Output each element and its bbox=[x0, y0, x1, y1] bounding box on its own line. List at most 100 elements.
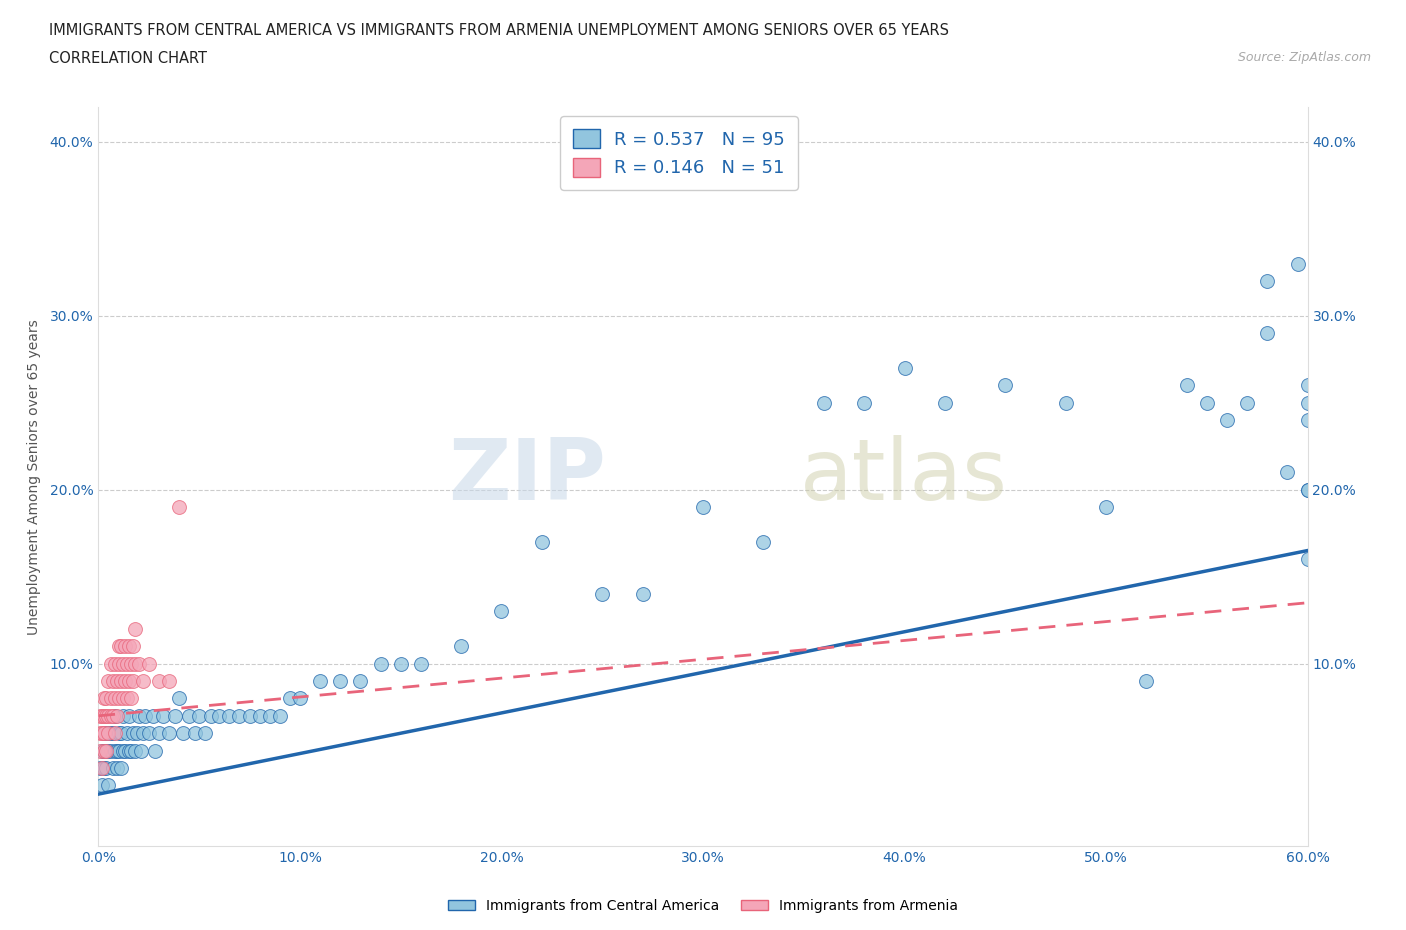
Point bbox=[93, 761, 115, 776]
Point bbox=[349, 673, 371, 688]
Point bbox=[121, 673, 143, 688]
Point bbox=[103, 691, 125, 706]
Point bbox=[107, 725, 129, 740]
Point bbox=[107, 657, 129, 671]
Legend: Immigrants from Central America, Immigrants from Armenia: Immigrants from Central America, Immigra… bbox=[441, 894, 965, 919]
Point bbox=[1296, 483, 1319, 498]
Point bbox=[1256, 273, 1278, 288]
Point bbox=[239, 709, 262, 724]
Point bbox=[152, 709, 174, 724]
Point bbox=[101, 761, 124, 776]
Point bbox=[692, 499, 714, 514]
Point bbox=[752, 535, 775, 550]
Point bbox=[96, 743, 118, 758]
Point bbox=[91, 778, 114, 793]
Point bbox=[167, 499, 190, 514]
Point bbox=[1135, 673, 1157, 688]
Point bbox=[89, 743, 111, 758]
Point bbox=[111, 709, 134, 724]
Text: Source: ZipAtlas.com: Source: ZipAtlas.com bbox=[1237, 51, 1371, 64]
Point bbox=[188, 709, 211, 724]
Point bbox=[1095, 499, 1118, 514]
Point bbox=[120, 691, 142, 706]
Point bbox=[179, 709, 201, 724]
Point bbox=[93, 709, 115, 724]
Point bbox=[96, 709, 118, 724]
Text: CORRELATION CHART: CORRELATION CHART bbox=[49, 51, 207, 66]
Point bbox=[1296, 413, 1319, 428]
Point bbox=[103, 709, 125, 724]
Point bbox=[105, 743, 128, 758]
Point bbox=[157, 725, 180, 740]
Point bbox=[128, 657, 150, 671]
Point bbox=[115, 725, 138, 740]
Point bbox=[105, 709, 128, 724]
Point bbox=[128, 709, 150, 724]
Point bbox=[138, 657, 160, 671]
Point bbox=[259, 709, 281, 724]
Point bbox=[228, 709, 250, 724]
Point bbox=[370, 657, 392, 671]
Point bbox=[148, 673, 170, 688]
Text: ZIP: ZIP bbox=[449, 435, 606, 518]
Point bbox=[101, 673, 124, 688]
Point bbox=[200, 709, 222, 724]
Point bbox=[409, 657, 432, 671]
Point bbox=[101, 725, 124, 740]
Point bbox=[93, 691, 115, 706]
Point bbox=[157, 673, 180, 688]
Point bbox=[329, 673, 352, 688]
Point bbox=[110, 761, 132, 776]
Point bbox=[100, 691, 122, 706]
Point bbox=[91, 743, 114, 758]
Point bbox=[389, 657, 412, 671]
Point bbox=[103, 743, 125, 758]
Point bbox=[118, 673, 141, 688]
Point bbox=[101, 709, 124, 724]
Point bbox=[107, 691, 129, 706]
Point bbox=[115, 657, 138, 671]
Point bbox=[1256, 326, 1278, 340]
Point bbox=[1236, 395, 1258, 410]
Point bbox=[96, 761, 118, 776]
Point bbox=[97, 709, 120, 724]
Point bbox=[103, 657, 125, 671]
Point bbox=[143, 743, 166, 758]
Point bbox=[118, 639, 141, 654]
Point bbox=[93, 725, 115, 740]
Point bbox=[853, 395, 876, 410]
Point bbox=[172, 725, 194, 740]
Point bbox=[110, 639, 132, 654]
Point bbox=[167, 691, 190, 706]
Point bbox=[1286, 256, 1309, 271]
Point bbox=[121, 639, 143, 654]
Point bbox=[114, 743, 136, 758]
Point bbox=[120, 743, 142, 758]
Text: IMMIGRANTS FROM CENTRAL AMERICA VS IMMIGRANTS FROM ARMENIA UNEMPLOYMENT AMONG SE: IMMIGRANTS FROM CENTRAL AMERICA VS IMMIG… bbox=[49, 23, 949, 38]
Point bbox=[450, 639, 472, 654]
Point bbox=[278, 691, 301, 706]
Text: atlas: atlas bbox=[800, 435, 1008, 518]
Point bbox=[934, 395, 956, 410]
Point bbox=[105, 761, 128, 776]
Point bbox=[1277, 465, 1299, 480]
Point bbox=[218, 709, 240, 724]
Point bbox=[89, 761, 111, 776]
Point bbox=[121, 725, 143, 740]
Point bbox=[249, 709, 271, 724]
Point bbox=[115, 691, 138, 706]
Point bbox=[194, 725, 217, 740]
Point bbox=[97, 725, 120, 740]
Point bbox=[97, 743, 120, 758]
Point bbox=[1296, 395, 1319, 410]
Point bbox=[91, 761, 114, 776]
Point bbox=[994, 378, 1017, 392]
Point bbox=[100, 709, 122, 724]
Point bbox=[93, 743, 115, 758]
Point bbox=[100, 725, 122, 740]
Point bbox=[107, 639, 129, 654]
Point bbox=[269, 709, 291, 724]
Point bbox=[114, 673, 136, 688]
Point bbox=[530, 535, 553, 550]
Point bbox=[124, 621, 146, 636]
